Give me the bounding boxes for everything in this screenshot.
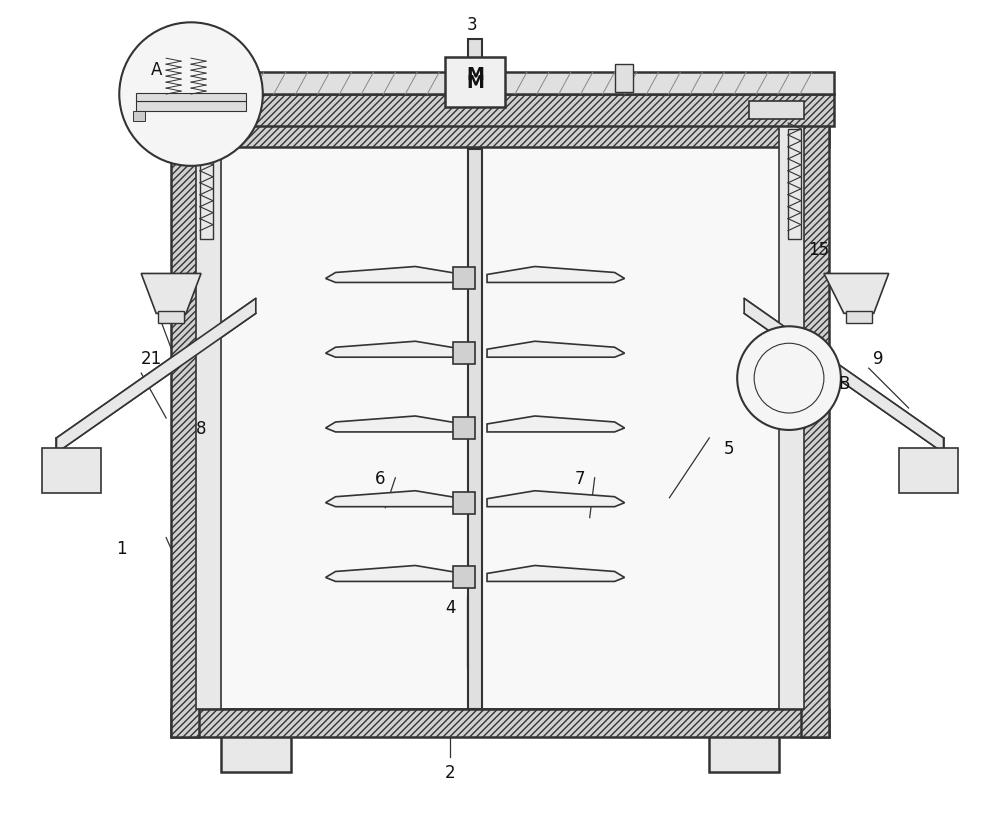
Bar xyxy=(615,65,633,93)
Text: 6: 6 xyxy=(375,469,386,487)
Bar xyxy=(453,268,475,290)
Bar xyxy=(445,58,505,108)
Circle shape xyxy=(119,23,263,166)
Bar xyxy=(196,118,221,709)
Bar xyxy=(709,734,779,772)
Text: B: B xyxy=(838,374,850,392)
Bar xyxy=(166,95,834,127)
Polygon shape xyxy=(326,267,463,283)
Text: 5: 5 xyxy=(724,440,734,457)
Text: 3: 3 xyxy=(467,17,477,34)
Bar xyxy=(779,118,804,709)
Bar xyxy=(196,102,251,120)
Polygon shape xyxy=(326,342,463,358)
Text: 8: 8 xyxy=(196,420,206,437)
Bar xyxy=(749,102,804,120)
Bar xyxy=(468,41,482,95)
Bar xyxy=(171,709,829,737)
Bar xyxy=(158,312,184,324)
Text: 4: 4 xyxy=(445,599,455,617)
Polygon shape xyxy=(824,274,889,314)
Polygon shape xyxy=(487,267,625,283)
Bar xyxy=(468,150,482,709)
Polygon shape xyxy=(326,416,463,432)
Bar xyxy=(801,120,829,737)
Bar xyxy=(453,492,475,514)
Polygon shape xyxy=(141,274,201,314)
Text: 7: 7 xyxy=(574,469,585,487)
Bar xyxy=(166,73,834,95)
Polygon shape xyxy=(487,342,625,358)
Text: 15: 15 xyxy=(808,240,829,258)
Bar xyxy=(136,102,246,112)
Bar xyxy=(171,120,199,737)
Bar xyxy=(199,147,801,709)
Bar xyxy=(133,112,145,122)
Circle shape xyxy=(737,327,841,431)
Polygon shape xyxy=(744,299,944,453)
Text: 1: 1 xyxy=(116,539,127,557)
Bar xyxy=(200,130,213,239)
Bar xyxy=(899,448,958,493)
Bar xyxy=(136,94,246,102)
Bar xyxy=(788,130,801,239)
Bar xyxy=(42,448,101,493)
Text: 9: 9 xyxy=(873,349,884,368)
Bar xyxy=(166,284,184,319)
Text: A: A xyxy=(150,61,162,79)
Bar xyxy=(453,417,475,440)
Polygon shape xyxy=(487,566,625,582)
Polygon shape xyxy=(487,416,625,432)
Bar xyxy=(453,343,475,364)
Bar xyxy=(453,567,475,589)
Text: 21: 21 xyxy=(141,349,162,368)
Bar xyxy=(171,120,829,147)
Polygon shape xyxy=(56,299,256,453)
Bar xyxy=(846,312,872,324)
Bar xyxy=(221,734,291,772)
Text: 2: 2 xyxy=(445,763,455,781)
Text: M: M xyxy=(466,74,484,92)
Polygon shape xyxy=(326,566,463,582)
Text: M: M xyxy=(466,66,484,84)
Polygon shape xyxy=(326,491,463,507)
Polygon shape xyxy=(487,491,625,507)
